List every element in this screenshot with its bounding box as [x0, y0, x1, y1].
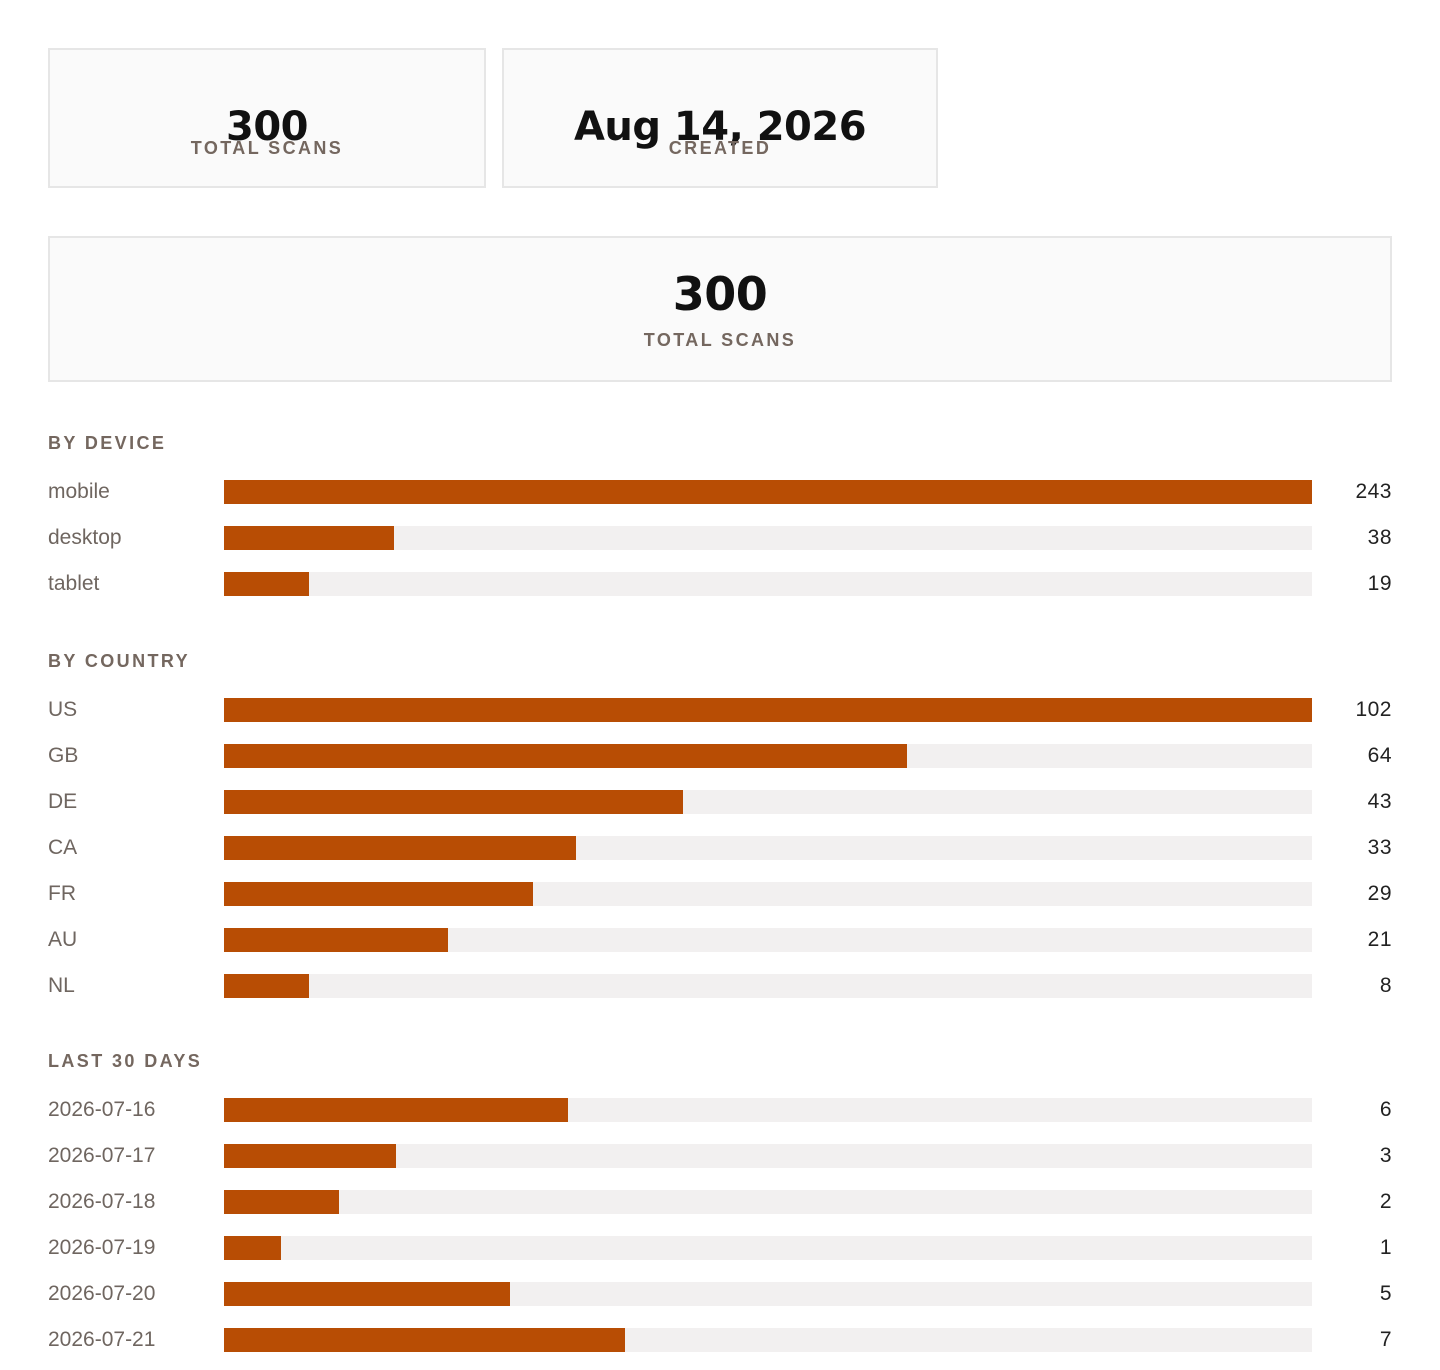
bar-label: NL [48, 974, 75, 997]
bar-track [224, 928, 1312, 952]
bar-track [224, 1190, 1312, 1214]
bar-track [224, 1236, 1312, 1260]
bar-track [224, 744, 1312, 768]
bar-label: GB [48, 744, 79, 767]
bar-value: 2 [1379, 1190, 1392, 1213]
bar-label: 2026-07-19 [48, 1236, 156, 1259]
bar-fill [224, 526, 394, 550]
bar-row: FR 29 [48, 882, 1392, 906]
bar-label: AU [48, 928, 78, 951]
section-title-last-30-days: LAST 30 DAYS [48, 1051, 203, 1071]
total-scans-panel-label: TOTAL SCANS [643, 330, 797, 350]
bar-value: 43 [1367, 790, 1392, 813]
bar-row: DE 43 [48, 790, 1392, 814]
bar-row: 2026-07-20 5 [48, 1282, 1392, 1306]
bar-row: CA 33 [48, 836, 1392, 860]
created-date-card: Aug 14, 2026 CREATED [502, 48, 938, 188]
bar-fill [224, 882, 533, 906]
section-title-by-country: BY COUNTRY [48, 651, 191, 671]
total-scans-value: 300 [226, 104, 309, 150]
bar-value: 38 [1367, 526, 1392, 549]
bar-value: 21 [1367, 928, 1392, 951]
bar-value: 7 [1379, 1328, 1392, 1351]
bar-label: 2026-07-20 [48, 1282, 156, 1305]
section-title-by-device: BY DEVICE [48, 433, 167, 453]
bar-label: FR [48, 882, 76, 905]
bar-fill [224, 1328, 625, 1352]
bar-label: 2026-07-18 [48, 1190, 156, 1213]
total-scans-card: 300 TOTAL SCANS [48, 48, 486, 188]
bar-row: 2026-07-16 6 [48, 1098, 1392, 1122]
bar-label: 2026-07-16 [48, 1098, 156, 1121]
bar-value: 6 [1379, 1098, 1392, 1121]
bar-fill [224, 1282, 510, 1306]
bar-track [224, 974, 1312, 998]
bar-fill [224, 698, 1312, 722]
bar-fill [224, 1144, 396, 1168]
bar-row: AU 21 [48, 928, 1392, 952]
bar-row: 2026-07-19 1 [48, 1236, 1392, 1260]
bar-value: 33 [1367, 836, 1392, 859]
bar-track [224, 1098, 1312, 1122]
bar-fill [224, 1236, 281, 1260]
bar-value: 19 [1367, 572, 1392, 595]
bar-track [224, 526, 1312, 550]
bar-row: NL 8 [48, 974, 1392, 998]
bar-row: tablet 19 [48, 572, 1392, 596]
bar-track [224, 480, 1312, 504]
bar-value: 29 [1367, 882, 1392, 905]
bar-label: tablet [48, 572, 100, 595]
bar-value: 1 [1379, 1236, 1392, 1259]
bar-row: desktop 38 [48, 526, 1392, 550]
bar-fill [224, 480, 1312, 504]
bar-fill [224, 572, 309, 596]
created-date-label: CREATED [668, 138, 772, 158]
bar-fill [224, 1098, 568, 1122]
created-date-value: Aug 14, 2026 [573, 104, 867, 150]
bar-fill [224, 790, 683, 814]
bar-row: 2026-07-17 3 [48, 1144, 1392, 1168]
bar-label: 2026-07-17 [48, 1144, 156, 1167]
bar-track [224, 1282, 1312, 1306]
bar-fill [224, 744, 907, 768]
bar-fill [224, 836, 576, 860]
bar-track [224, 790, 1312, 814]
bar-label: CA [48, 836, 78, 859]
bar-track [224, 1328, 1312, 1352]
bar-track [224, 572, 1312, 596]
total-scans-label: TOTAL SCANS [190, 138, 344, 158]
bar-value: 5 [1379, 1282, 1392, 1305]
bar-value: 243 [1355, 480, 1392, 503]
bar-row: US 102 [48, 698, 1392, 722]
bar-track [224, 698, 1312, 722]
bar-row: mobile 243 [48, 480, 1392, 504]
total-scans-panel-value: 300 [672, 267, 768, 321]
bar-track [224, 836, 1312, 860]
bar-value: 8 [1379, 974, 1392, 997]
bar-fill [224, 974, 309, 998]
bar-value: 64 [1367, 744, 1392, 767]
bar-label: DE [48, 790, 78, 813]
bar-row: 2026-07-18 2 [48, 1190, 1392, 1214]
bar-value: 102 [1355, 698, 1392, 721]
bar-fill [224, 1190, 339, 1214]
bar-track [224, 882, 1312, 906]
bar-label: mobile [48, 480, 110, 503]
bar-value: 3 [1379, 1144, 1392, 1167]
bar-fill [224, 928, 448, 952]
bar-row: 2026-07-21 7 [48, 1328, 1392, 1352]
bar-label: 2026-07-21 [48, 1328, 156, 1351]
total-scans-panel: 300 TOTAL SCANS [48, 236, 1392, 382]
bar-label: US [48, 698, 78, 721]
bar-row: GB 64 [48, 744, 1392, 768]
bar-label: desktop [48, 526, 122, 549]
bar-track [224, 1144, 1312, 1168]
